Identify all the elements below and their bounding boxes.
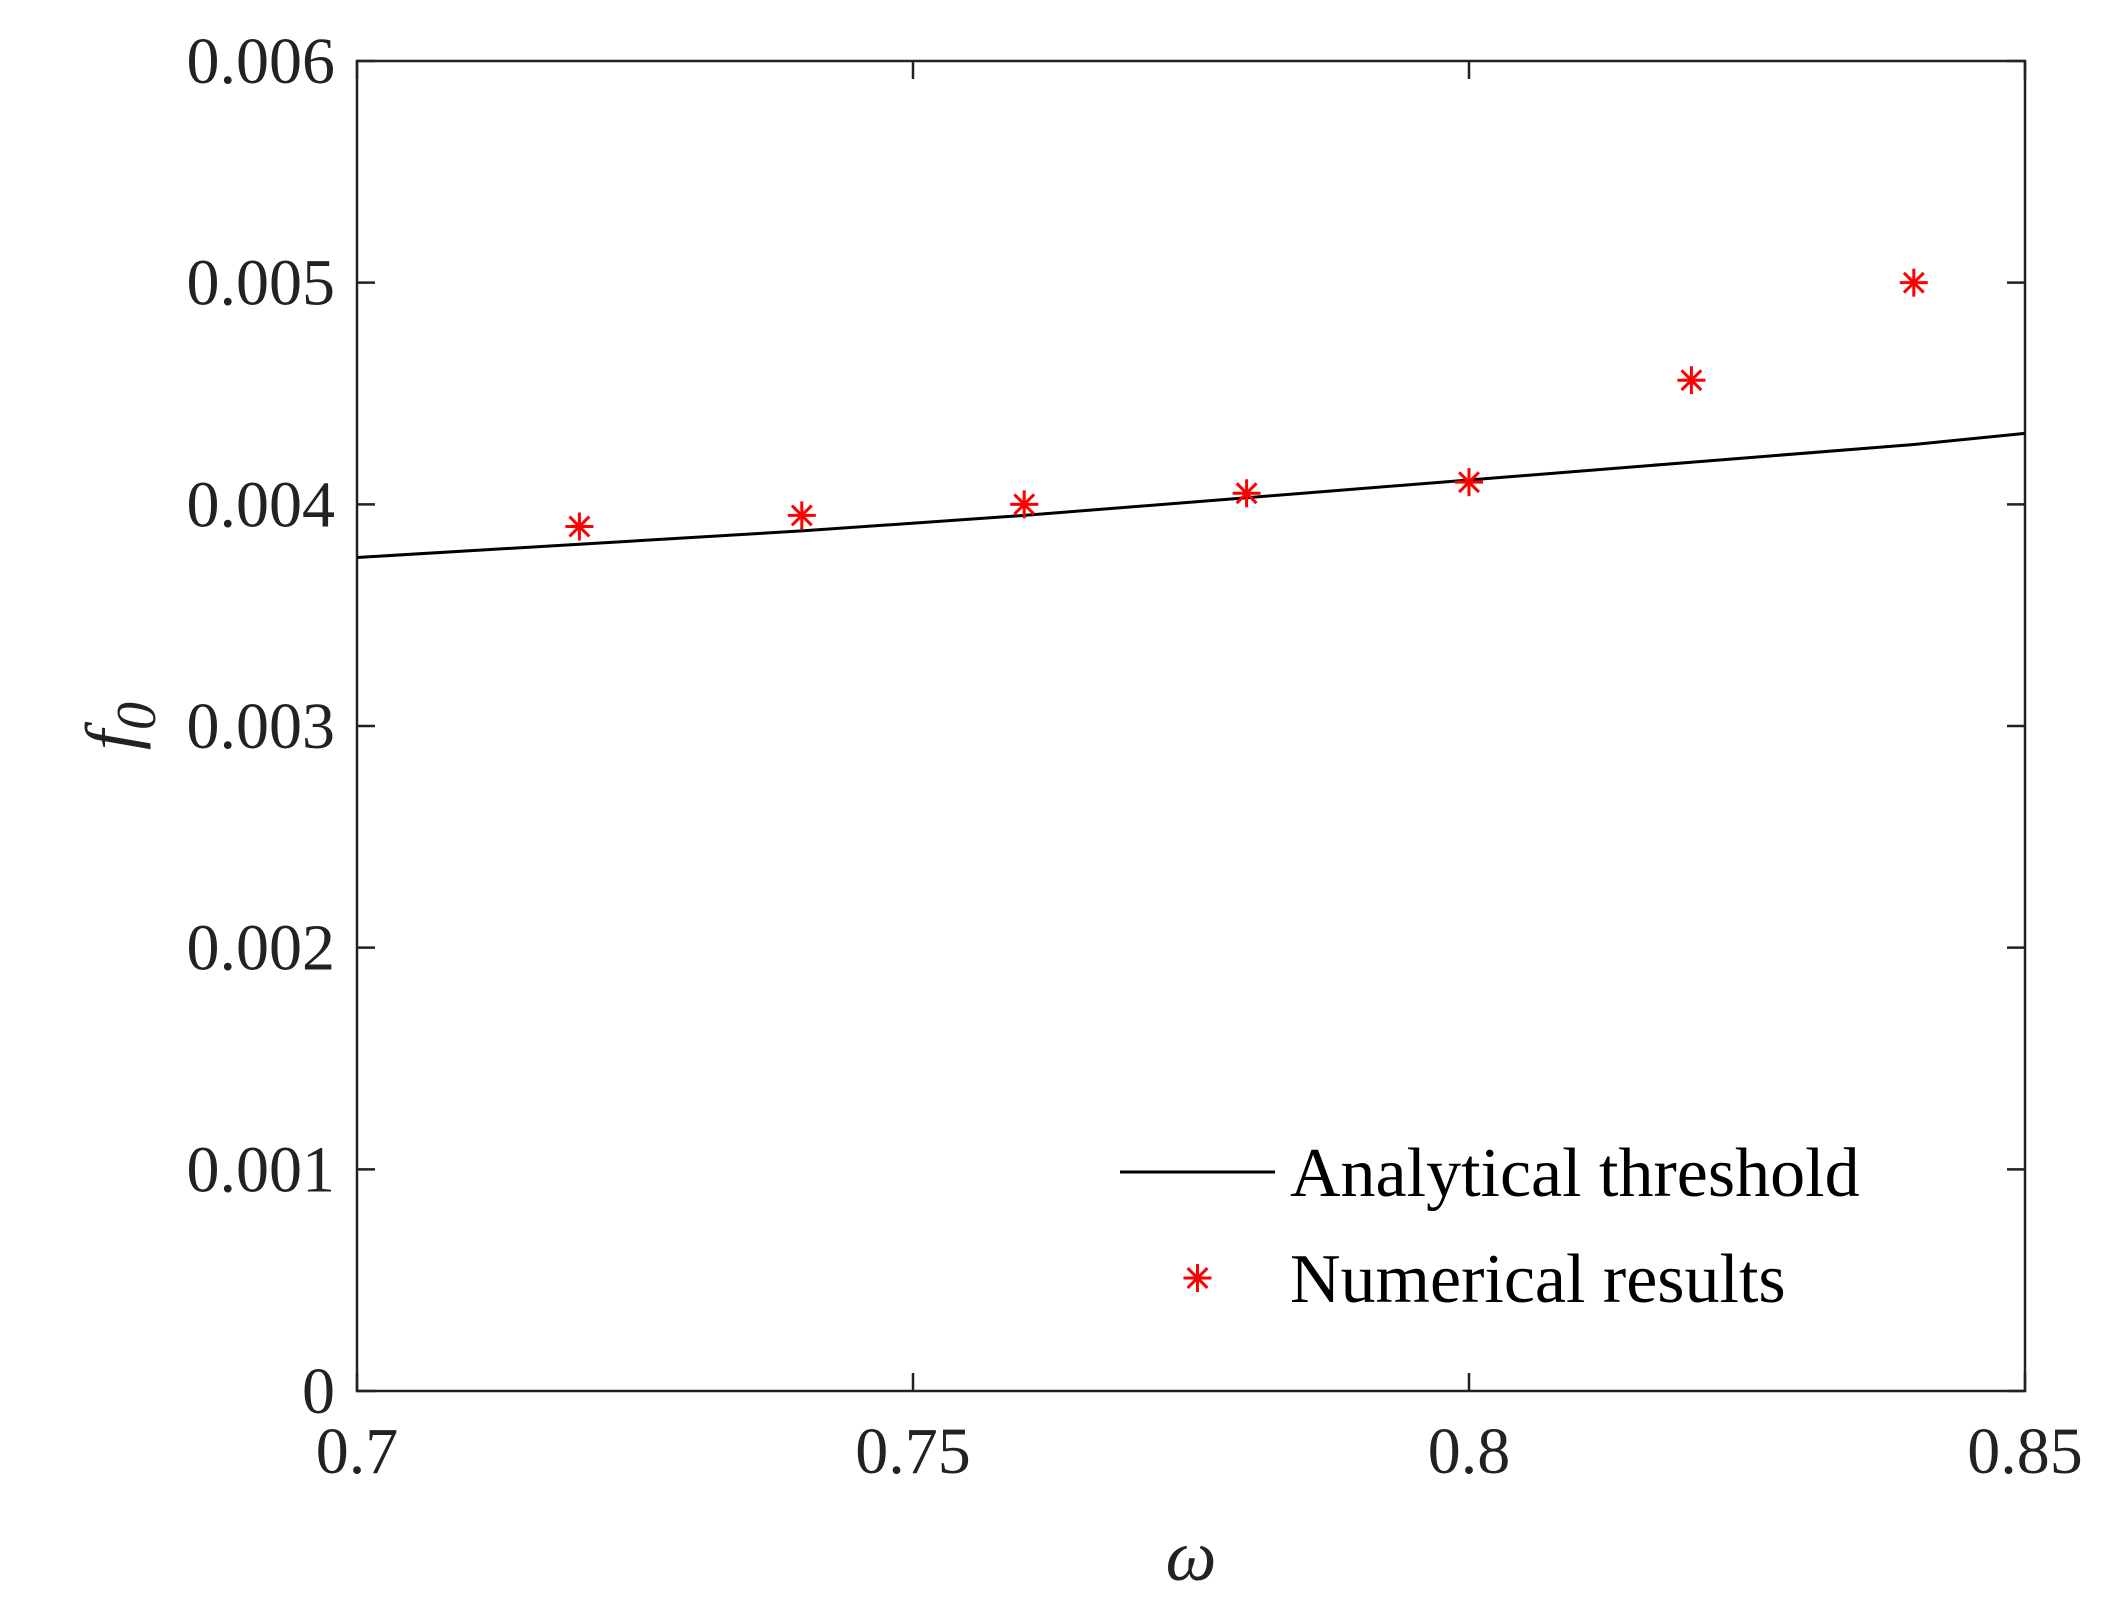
- y-tick-label: 0.004: [187, 468, 336, 541]
- data-point-numerical-results: [1899, 268, 1928, 297]
- x-tick-label: 0.85: [1967, 1415, 2083, 1488]
- y-axis-label: f0: [71, 702, 168, 750]
- y-tick-label: 0.003: [187, 690, 336, 763]
- y-axis: 0 0.001 0.002 0.003 0.004 0.005 0.006: [187, 25, 2025, 1428]
- y-tick-label: 0.002: [187, 912, 336, 985]
- x-tick-label: 0.7: [316, 1415, 399, 1488]
- data-point-numerical-results: [1010, 490, 1039, 519]
- data-point-numerical-results: [565, 512, 594, 541]
- y-tick-label: 0: [302, 1355, 335, 1428]
- svg-text:f0: f0: [71, 702, 168, 750]
- y-tick-label: 0.001: [187, 1133, 336, 1206]
- legend: Analytical threshold Numerical results: [1120, 1135, 1860, 1318]
- legend-swatch-asterisk: [1183, 1264, 1212, 1292]
- y-tick-label: 0.006: [187, 25, 336, 98]
- y-axis-label-subscript: 0: [106, 702, 168, 730]
- y-tick-label: 0.005: [187, 247, 336, 320]
- x-tick-label: 0.8: [1428, 1415, 1511, 1488]
- legend-label: Analytical threshold: [1290, 1135, 1860, 1212]
- data-point-numerical-results: [1455, 468, 1483, 497]
- plot-area: [355, 59, 2027, 1393]
- x-axis: 0.7 0.75 0.8 0.85: [316, 61, 2083, 1488]
- x-tick-label: 0.75: [855, 1415, 971, 1488]
- data-point-numerical-results: [1677, 366, 1706, 395]
- series-layer: [356, 268, 2026, 559]
- legend-label: Numerical results: [1290, 1241, 1786, 1318]
- data-point-numerical-results: [787, 501, 816, 530]
- x-axis-label: ω: [1166, 1516, 1217, 1596]
- data-point-numerical-results: [1232, 479, 1261, 508]
